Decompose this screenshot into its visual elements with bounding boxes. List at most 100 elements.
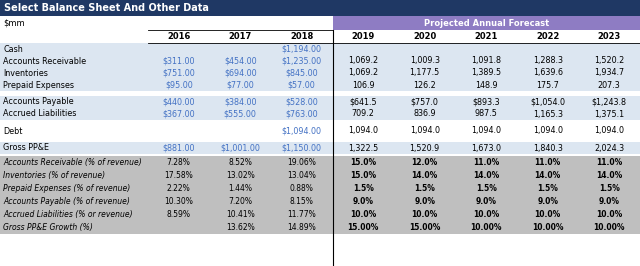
- Text: $1,235.00: $1,235.00: [282, 56, 322, 65]
- Text: 19.06%: 19.06%: [287, 158, 316, 167]
- Text: Debt: Debt: [3, 127, 22, 135]
- Text: 14.0%: 14.0%: [596, 171, 622, 180]
- Text: 13.02%: 13.02%: [226, 171, 255, 180]
- Text: Select Balance Sheet And Other Data: Select Balance Sheet And Other Data: [4, 3, 209, 13]
- Text: $1,194.00: $1,194.00: [282, 44, 322, 53]
- Text: 148.9: 148.9: [475, 81, 497, 89]
- Bar: [0, 221, 640, 234]
- Text: $1,150.00: $1,150.00: [282, 143, 322, 152]
- Text: 14.0%: 14.0%: [473, 171, 499, 180]
- Text: Gross PP&E Growth (%): Gross PP&E Growth (%): [3, 223, 93, 232]
- Text: 1,840.3: 1,840.3: [533, 143, 563, 152]
- Text: 0.88%: 0.88%: [290, 184, 314, 193]
- Text: 14.0%: 14.0%: [412, 171, 438, 180]
- Text: Accrued Liabilities: Accrued Liabilities: [3, 110, 76, 118]
- Text: 9.0%: 9.0%: [537, 197, 558, 206]
- Text: Prepaid Expenses: Prepaid Expenses: [3, 81, 74, 89]
- Text: 1.5%: 1.5%: [476, 184, 497, 193]
- Text: $1,243.8: $1,243.8: [592, 98, 627, 106]
- Text: $1,001.00: $1,001.00: [220, 143, 260, 152]
- Bar: [0, 120, 640, 125]
- Text: 1,520.2: 1,520.2: [594, 56, 625, 65]
- Text: 1.5%: 1.5%: [538, 184, 558, 193]
- Text: 1.5%: 1.5%: [599, 184, 620, 193]
- Text: 2017: 2017: [228, 32, 252, 41]
- Text: $1,054.0: $1,054.0: [531, 98, 565, 106]
- Text: 10.00%: 10.00%: [532, 223, 563, 232]
- Text: 10.30%: 10.30%: [164, 197, 193, 206]
- Text: 11.0%: 11.0%: [473, 158, 499, 167]
- Text: 9.0%: 9.0%: [476, 197, 497, 206]
- Text: 11.0%: 11.0%: [534, 158, 561, 167]
- Text: $528.00: $528.00: [285, 98, 318, 106]
- Bar: [0, 182, 640, 195]
- Text: 175.7: 175.7: [536, 81, 559, 89]
- Text: 8.52%: 8.52%: [228, 158, 252, 167]
- Text: 2018: 2018: [290, 32, 314, 41]
- Text: 10.0%: 10.0%: [596, 210, 622, 219]
- Text: 1,934.7: 1,934.7: [594, 69, 624, 77]
- Text: 1,322.5: 1,322.5: [348, 143, 378, 152]
- Text: 1.5%: 1.5%: [414, 184, 435, 193]
- Text: 1,165.3: 1,165.3: [532, 110, 563, 118]
- Bar: [0, 208, 640, 221]
- Text: $57.00: $57.00: [288, 81, 316, 89]
- Bar: [0, 195, 640, 208]
- Text: 1,520.9: 1,520.9: [410, 143, 440, 152]
- Text: 12.0%: 12.0%: [412, 158, 438, 167]
- Text: Cash: Cash: [3, 44, 23, 53]
- Bar: [0, 137, 640, 142]
- Text: 1,094.0: 1,094.0: [348, 127, 378, 135]
- Text: $751.00: $751.00: [163, 69, 195, 77]
- Text: 207.3: 207.3: [598, 81, 621, 89]
- Text: 10.00%: 10.00%: [593, 223, 625, 232]
- Text: $95.00: $95.00: [165, 81, 193, 89]
- Text: 2,024.3: 2,024.3: [594, 143, 624, 152]
- Text: 14.89%: 14.89%: [287, 223, 316, 232]
- Bar: [0, 55, 640, 67]
- Text: 2016: 2016: [167, 32, 191, 41]
- Text: 2020: 2020: [413, 32, 436, 41]
- Text: $77.00: $77.00: [227, 81, 254, 89]
- Bar: [0, 125, 640, 137]
- Text: 106.9: 106.9: [352, 81, 374, 89]
- Bar: [0, 43, 640, 55]
- Text: 1,639.6: 1,639.6: [532, 69, 563, 77]
- Text: Inventories: Inventories: [3, 69, 48, 77]
- Text: 15.0%: 15.0%: [350, 158, 376, 167]
- Text: 10.0%: 10.0%: [412, 210, 438, 219]
- Bar: [0, 67, 640, 79]
- Text: 126.2: 126.2: [413, 81, 436, 89]
- Bar: [0, 0, 640, 16]
- Text: 9.0%: 9.0%: [599, 197, 620, 206]
- Text: 2023: 2023: [598, 32, 621, 41]
- Text: 1,094.0: 1,094.0: [595, 127, 624, 135]
- Text: 10.0%: 10.0%: [350, 210, 376, 219]
- Text: 13.62%: 13.62%: [226, 223, 255, 232]
- Text: 2022: 2022: [536, 32, 559, 41]
- Text: 836.9: 836.9: [413, 110, 436, 118]
- Text: $641.5: $641.5: [349, 98, 377, 106]
- Text: Accounts Payable: Accounts Payable: [3, 98, 74, 106]
- Text: 1.5%: 1.5%: [353, 184, 374, 193]
- Text: Accrued Liabilities (% or revenue): Accrued Liabilities (% or revenue): [3, 210, 132, 219]
- Text: $311.00: $311.00: [163, 56, 195, 65]
- Text: $1,094.00: $1,094.00: [282, 127, 322, 135]
- Text: 2021: 2021: [475, 32, 498, 41]
- Text: Accounts Receivable: Accounts Receivable: [3, 56, 86, 65]
- Text: $893.3: $893.3: [472, 98, 500, 106]
- Text: $694.00: $694.00: [224, 69, 257, 77]
- Text: 7.28%: 7.28%: [167, 158, 191, 167]
- Text: $757.0: $757.0: [411, 98, 438, 106]
- Text: 9.0%: 9.0%: [353, 197, 374, 206]
- Text: 1,389.5: 1,389.5: [471, 69, 501, 77]
- Text: 709.2: 709.2: [352, 110, 374, 118]
- Text: 15.00%: 15.00%: [348, 223, 379, 232]
- Text: Gross PP&E: Gross PP&E: [3, 143, 49, 152]
- Text: $384.00: $384.00: [224, 98, 257, 106]
- Text: 14.0%: 14.0%: [534, 171, 561, 180]
- Text: 13.04%: 13.04%: [287, 171, 316, 180]
- Text: $mm: $mm: [3, 19, 24, 27]
- Text: 1,069.2: 1,069.2: [348, 69, 378, 77]
- Text: 7.20%: 7.20%: [228, 197, 252, 206]
